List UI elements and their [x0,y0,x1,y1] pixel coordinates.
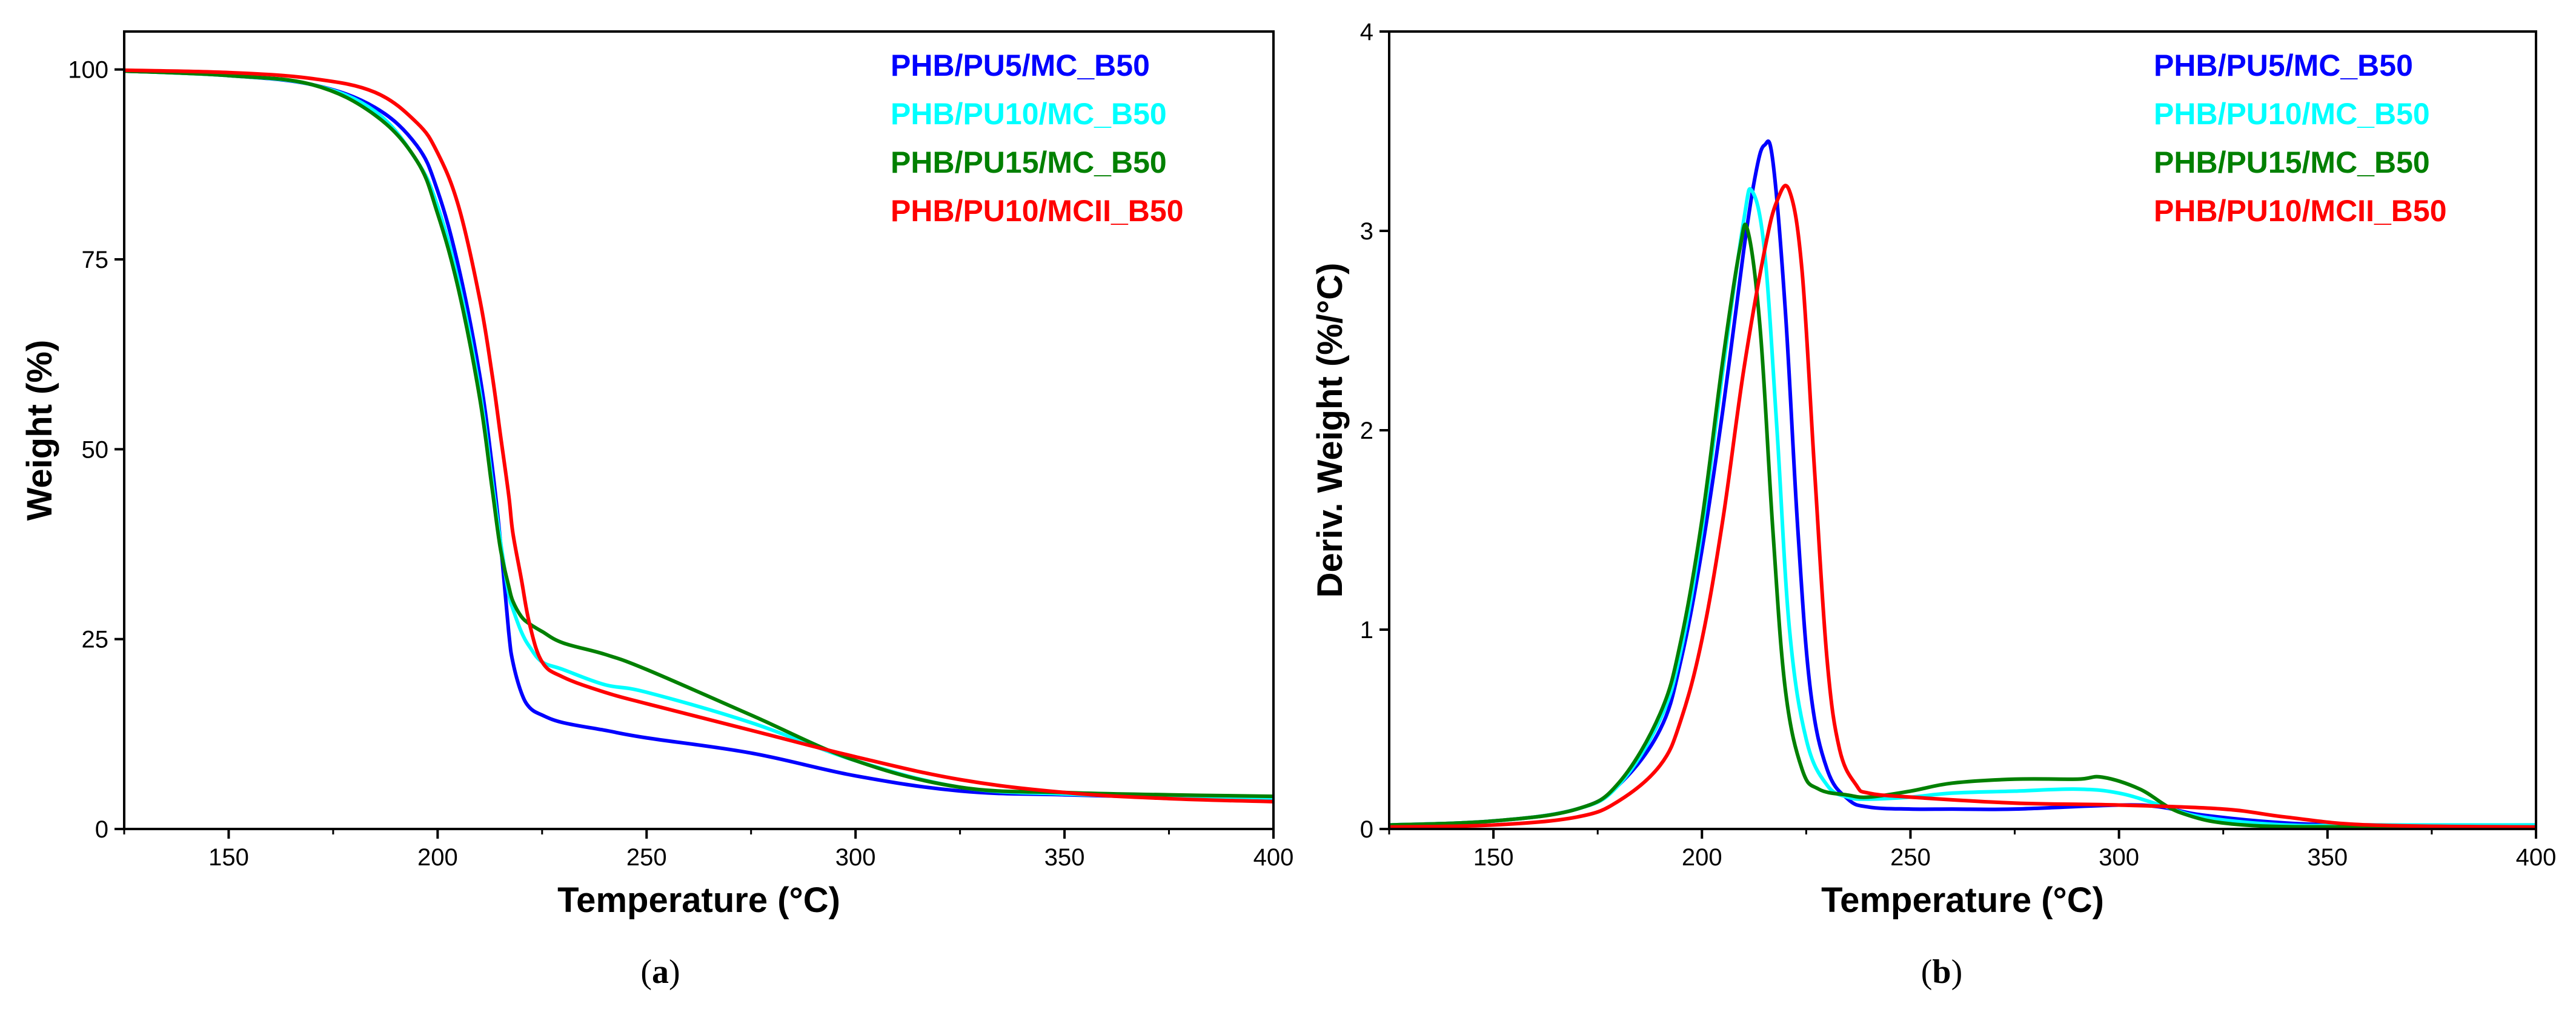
a-legend-entry-2: PHB/PU15/MC_B50 [891,145,1167,179]
a-x-tick-label-1: 200 [417,844,458,871]
b-x-axis-title: Temperature (°C) [1821,881,2104,920]
b-legend-entry-1: PHB/PU10/MC_B50 [2154,97,2430,131]
a-y-axis-title: Weight (%) [20,340,59,521]
a-panel-label: (a) [640,953,680,991]
b-panel-label-close: ) [1951,953,1963,991]
b-panel-label: (b) [1921,953,1962,991]
a-legend-entry-3: PHB/PU10/MCII_B50 [891,194,1184,228]
b-series-group [1389,139,2536,829]
a-legend-entry-1: PHB/PU10/MC_B50 [891,97,1167,131]
a-series-line-0 [124,69,1273,801]
b-y-tick-label-4: 4 [1360,19,1373,45]
b-x-tick-label-5: 400 [2516,844,2557,871]
b-x-tick-label-1: 200 [1682,844,1722,871]
a-x-tick-label-3: 300 [835,844,876,871]
b-x-tick-label-3: 300 [2099,844,2139,871]
b-series-line-3 [1389,184,2536,829]
a-x-tick-label-4: 350 [1044,844,1085,871]
b-x-tick-label-4: 350 [2307,844,2348,871]
b-y-tick-label-0: 0 [1360,816,1373,843]
b-y-tick-label-1: 1 [1360,617,1373,644]
b-panel-label-open: ( [1921,953,1933,991]
b-x-tick-label-2: 250 [1890,844,1931,871]
b-legend-entry-2: PHB/PU15/MC_B50 [2154,145,2430,179]
b-y-tick-label-2: 2 [1360,418,1373,444]
a-x-tick-label-0: 150 [208,844,249,871]
a-y-tick-label-0: 0 [95,816,108,843]
a-panel-label-close: ) [669,953,680,991]
b-series-line-0 [1389,139,2536,827]
b-series-line-1 [1389,187,2536,828]
a-x-tick-label-5: 400 [1253,844,1294,871]
b-y-tick-label-3: 3 [1360,218,1373,245]
b-legend: PHB/PU5/MC_B50 PHB/PU10/MC_B50 PHB/PU15/MC… [2154,48,2447,228]
a-plot-frame [123,30,1275,830]
a-x-axis-title: Temperature (°C) [557,881,840,920]
a-x-tick-label-2: 250 [626,844,667,871]
panel-b-chart: 150 200 250 300 350 400 0 1 2 3 4 Temperature (°C) D… [1310,19,2556,991]
b-series-line-2 [1389,222,2536,829]
a-series-line-2 [124,69,1273,799]
a-panel-label-letter: a [652,953,669,991]
b-legend-entry-3: PHB/PU10/MCII_B50 [2154,194,2447,228]
a-series-line-1 [124,69,1273,800]
a-y-tick-label-2: 50 [82,436,109,463]
a-y-tick-label-4: 100 [68,57,108,84]
b-x-tick-label-0: 150 [1473,844,1514,871]
b-panel-label-letter: b [1932,953,1951,991]
a-legend-entry-0: PHB/PU5/MC_B50 [891,48,1150,82]
b-y-axis-title: Deriv. Weight (%/°C) [1310,263,1350,598]
b-legend-entry-0: PHB/PU5/MC_B50 [2154,48,2413,82]
panel-a-chart: 150 200 250 300 350 400 0 25 50 75 100 Temperature … [20,30,1294,991]
a-panel-label-open: ( [640,953,652,991]
a-series-group [124,68,1273,804]
a-legend: PHB/PU5/MC_B50 PHB/PU10/MC_B50 PHB/PU15/MC… [891,48,1184,228]
a-series-line-3 [124,68,1273,804]
a-y-tick-label-3: 75 [82,247,109,273]
a-y-tick-label-1: 25 [82,627,109,653]
